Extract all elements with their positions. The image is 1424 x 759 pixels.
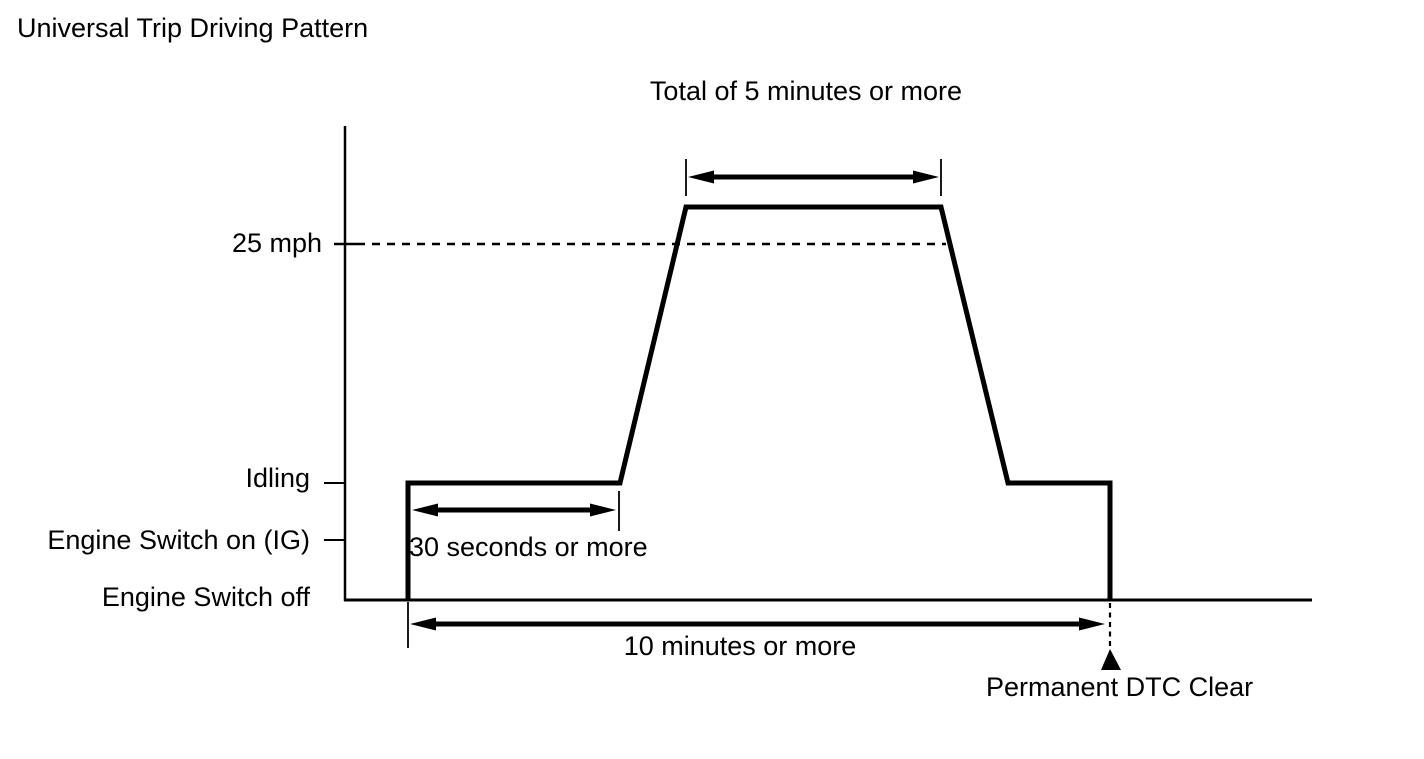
axes bbox=[324, 126, 1312, 602]
dtc-clear-marker bbox=[1101, 603, 1121, 670]
total-5min-measure bbox=[685, 159, 942, 196]
label-total-5min: Total of 5 minutes or more bbox=[650, 76, 962, 106]
label-30s: 30 seconds or more bbox=[409, 532, 648, 562]
label-10min: 10 minutes or more bbox=[624, 631, 857, 661]
label-dtc-clear: Permanent DTC Clear bbox=[986, 672, 1253, 702]
page-title: Universal Trip Driving Pattern bbox=[17, 13, 368, 43]
arrowhead-right-icon bbox=[1079, 617, 1105, 631]
dtc-triangle-icon bbox=[1101, 649, 1121, 670]
label-engine-switch-on: Engine Switch on (IG) bbox=[47, 525, 310, 555]
label-idling: Idling bbox=[245, 463, 310, 493]
label-engine-switch-off: Engine Switch off bbox=[102, 582, 311, 612]
arrowhead-right-icon bbox=[590, 503, 616, 517]
arrowhead-left-icon bbox=[410, 617, 436, 631]
arrowhead-left-icon bbox=[688, 170, 714, 184]
waveform-line bbox=[405, 204, 1113, 600]
label-25mph: 25 mph bbox=[232, 228, 322, 258]
arrowhead-left-icon bbox=[412, 503, 438, 517]
arrowhead-right-icon bbox=[913, 170, 939, 184]
idling-30s-measure bbox=[412, 491, 620, 531]
trip-10min-measure bbox=[407, 602, 1105, 648]
